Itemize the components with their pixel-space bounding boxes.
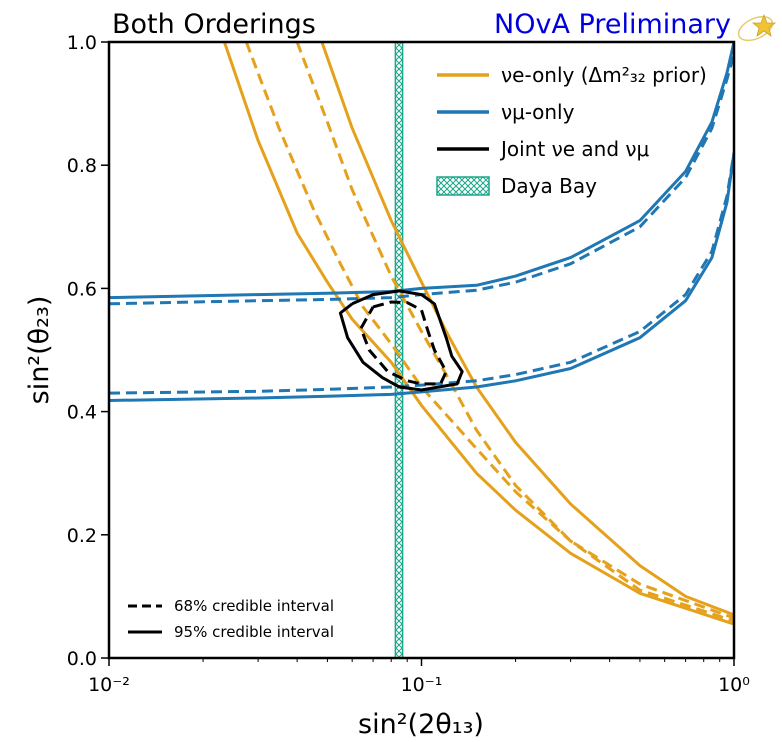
- y-tick-label: 0.0: [67, 648, 97, 670]
- legend-swatch-daya-bay: [436, 176, 490, 196]
- style-legend-label-1: 95% credible interval: [174, 623, 334, 641]
- star-logo-icon: [737, 13, 777, 42]
- y-tick-label: 0.8: [67, 155, 97, 177]
- series-line--only-95-4: [109, 42, 734, 300]
- series-line--only-68-5: [109, 53, 734, 306]
- legend-label-1: νμ-only: [501, 100, 575, 124]
- x-axis-label: sin²(2θ₁₃): [358, 709, 484, 740]
- series-line--only-95-7: [109, 152, 734, 402]
- legend-label-2: Joint νe and νμ: [499, 137, 650, 161]
- x-tick-label: 10⁻¹: [401, 674, 443, 696]
- y-tick-label: 0.2: [67, 525, 97, 547]
- series-line--e-only-68-1: [244, 42, 734, 623]
- chart-title-right: NOvA Preliminary: [494, 9, 731, 40]
- style-legend-label-0: 68% credible interval: [174, 597, 334, 615]
- x-tick-label: 10⁰: [718, 674, 750, 696]
- legend-label-0: νe-only (Δm²₃₂ prior): [501, 63, 707, 87]
- x-tick-label: 10⁻²: [88, 674, 130, 696]
- series-line--only-68-6: [109, 152, 734, 395]
- legend-label-3: Daya Bay: [501, 174, 597, 198]
- chart-title-left: Both Orderings: [112, 9, 316, 40]
- y-tick-label: 0.4: [67, 402, 97, 424]
- y-axis-label: sin²(θ₂₃): [24, 296, 55, 405]
- y-tick-label: 1.0: [67, 32, 97, 54]
- y-tick-label: 0.6: [67, 278, 97, 300]
- series-line-joint-95-8: [338, 289, 464, 392]
- series-line-joint-68-9: [359, 300, 448, 386]
- series-line--e-only-95-3: [320, 42, 734, 617]
- series-line--e-only-95-0: [222, 42, 734, 626]
